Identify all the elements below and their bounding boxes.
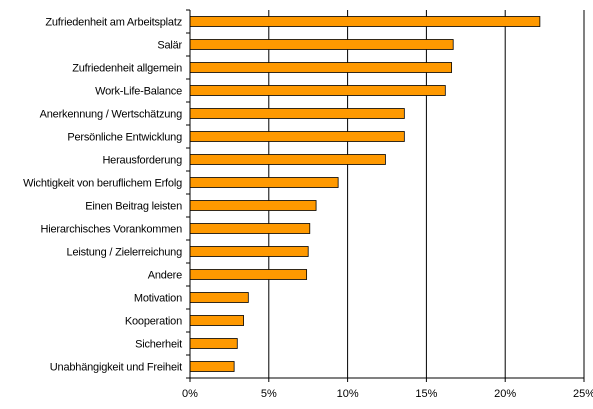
bar-5 [189, 108, 405, 119]
category-label: Motivation [134, 293, 182, 305]
bar-16 [189, 361, 235, 372]
bar-10 [189, 223, 311, 234]
x-tick-label: 10% [337, 388, 359, 400]
x-tick-label: 20% [494, 388, 516, 400]
category-label: Andere [148, 270, 182, 282]
category-label: Leistung / Zielerreichung [67, 247, 183, 259]
category-label: Anerkennung / Wertschätzung [40, 109, 182, 121]
bar-4 [189, 85, 446, 96]
bar-9 [189, 200, 317, 211]
category-label: Zufriedenheit allgemein [72, 63, 182, 75]
bar-1 [189, 16, 541, 27]
bar-12 [189, 269, 308, 280]
bars [189, 16, 541, 372]
category-label: Sicherheit [135, 339, 182, 351]
category-label: Zufriedenheit am Arbeitsplatz [45, 17, 182, 29]
bar-7 [189, 154, 386, 165]
category-label: Kooperation [125, 316, 182, 328]
bar-8 [189, 177, 339, 188]
bar-13 [189, 292, 249, 303]
category-label: Unabhängigkeit und Freiheit [50, 362, 182, 374]
category-label: Wichtigkeit von beruflichem Erfolg [23, 178, 182, 190]
bar-15 [189, 338, 238, 349]
bar-2 [189, 39, 454, 50]
category-label: Work-Life-Balance [95, 86, 182, 98]
x-tick-label: 25% [573, 388, 593, 400]
bar-14 [189, 315, 244, 326]
x-tick-label: 15% [415, 388, 437, 400]
category-label: Einen Beitrag leisten [85, 201, 182, 213]
category-label: Salär [157, 40, 182, 52]
axes [186, 9, 585, 382]
category-label: Persönliche Entwicklung [67, 132, 182, 144]
bar-3 [189, 62, 453, 73]
x-tick-labels: 0% 5% 10% 15% 20% 25% [182, 388, 593, 400]
x-tick-label: 5% [261, 388, 277, 400]
category-label: Hierarchisches Vorankommen [40, 224, 182, 236]
bar-11 [189, 246, 309, 257]
bar-6 [189, 131, 405, 142]
x-tick-label: 0% [182, 388, 198, 400]
category-label: Herausforderung [102, 155, 182, 167]
category-labels: Zufriedenheit am Arbeitsplatz Salär Zufrie… [23, 17, 183, 374]
